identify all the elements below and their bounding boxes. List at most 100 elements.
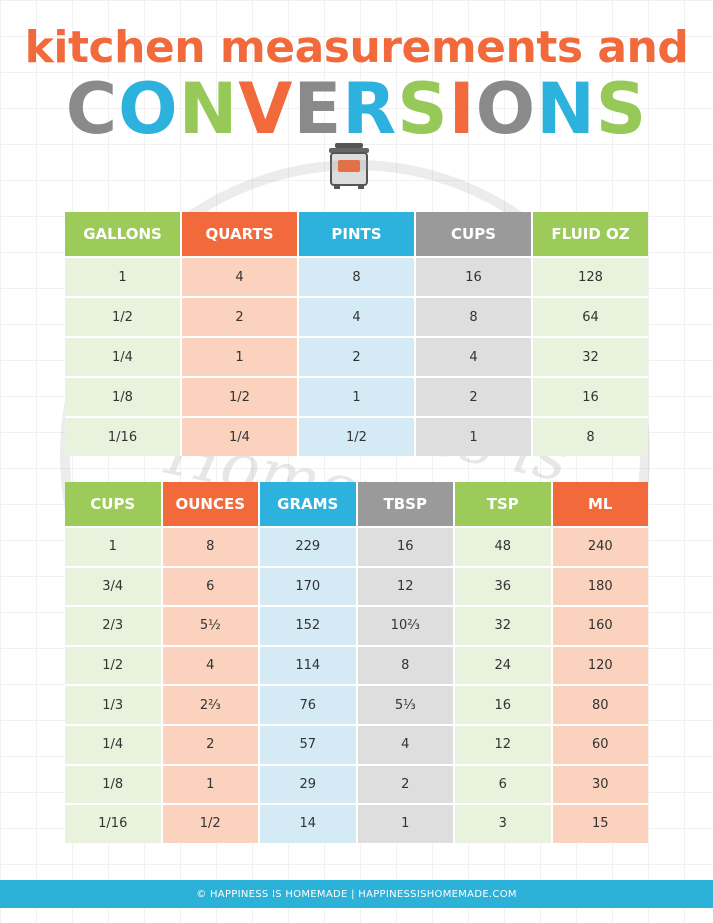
header-cell: FLUID OZ [533, 212, 648, 256]
table-cell: 3 [455, 805, 551, 843]
table-cell: 1/2 [299, 418, 414, 456]
header-cell: CUPS [65, 482, 161, 526]
table-cell: 4 [182, 258, 297, 296]
table-cell: 36 [455, 567, 551, 606]
subtitle-letter: S [397, 68, 449, 150]
table-cell: 8 [357, 646, 453, 685]
table: CUPS OUNCES GRAMS TBSP TSP ML 1 8 229 16 48 240 3/4 6… [65, 482, 648, 843]
table-cell: 32 [455, 607, 551, 645]
table-cell: 170 [260, 567, 356, 606]
table-cell: 15 [552, 805, 648, 843]
table-cell: 80 [552, 686, 648, 724]
table-cell: 16 [357, 528, 453, 566]
table-cell: 1/4 [65, 725, 161, 764]
table-cell: 6 [162, 567, 258, 606]
subtitle-letter: I [448, 68, 476, 150]
table-cell: 1 [162, 765, 258, 804]
table-cell: 5½ [162, 607, 258, 645]
header-cell: ML [552, 482, 648, 526]
table-cell: 16 [455, 686, 551, 724]
table-cell: 57 [260, 725, 356, 764]
table-cell: 1/3 [65, 686, 161, 724]
subtitle-letter: N [178, 68, 239, 150]
subtitle-letter: O [475, 68, 537, 150]
table-cell: 240 [552, 528, 648, 566]
table-cell: 8 [162, 528, 258, 566]
table-cell: 30 [552, 765, 648, 804]
table-cell: 1 [182, 338, 297, 376]
table-cell: 8 [299, 258, 414, 296]
table-cell: 60 [552, 725, 648, 764]
table-cell: 5⅓ [357, 686, 453, 724]
table-cell: 16 [416, 258, 531, 296]
table-cell: 64 [533, 298, 648, 336]
subtitle-letter: C [65, 68, 119, 150]
table-cell: 2 [299, 338, 414, 376]
cooker-icon [329, 143, 369, 189]
header-cell: TBSP [357, 482, 453, 526]
table-cell: 180 [552, 567, 648, 606]
table-cell: 14 [260, 805, 356, 843]
table-cell: 1 [416, 418, 531, 456]
table-cell: 32 [533, 338, 648, 376]
table-cell: 4 [299, 298, 414, 336]
subtitle-letter: S [595, 68, 648, 150]
table-cell: 8 [533, 418, 648, 456]
table-cell: 24 [455, 646, 551, 685]
table-cell: 1/2 [65, 298, 180, 336]
table-cell: 2⅔ [162, 686, 258, 724]
table-cell: 229 [260, 528, 356, 566]
table-cell: 16 [533, 378, 648, 416]
table-cell: 8 [416, 298, 531, 336]
table-cell: 1 [65, 528, 161, 566]
table-cell: 2 [416, 378, 531, 416]
table-cell: 10⅔ [357, 607, 453, 645]
table-cell: 128 [533, 258, 648, 296]
table-cell: 4 [162, 646, 258, 685]
footer: © HAPPINESS IS HOMEMADE | HAPPINESSISHOM… [0, 880, 713, 908]
table-cell: 4 [357, 725, 453, 764]
table-cell: 114 [260, 646, 356, 685]
header-cell: TSP [455, 482, 551, 526]
subtitle-letter: V [238, 68, 294, 150]
subtitle-letter: R [342, 68, 398, 150]
header-cell: QUARTS [182, 212, 297, 256]
subtitle: CONVERSIONS [0, 68, 713, 150]
header-cell: PINTS [299, 212, 414, 256]
subtitle-letter: E [293, 68, 343, 150]
table-cell: 1/2 [182, 378, 297, 416]
table-cell: 1/16 [65, 805, 161, 843]
header-cell: GALLONS [65, 212, 180, 256]
table-cell: 2 [357, 765, 453, 804]
table-cell: 29 [260, 765, 356, 804]
table-cell: 120 [552, 646, 648, 685]
table-cell: 48 [455, 528, 551, 566]
title: kitchen measurements and [24, 22, 689, 73]
table-cell: 1 [357, 805, 453, 843]
subtitle-letter: N [536, 68, 596, 150]
table-cell: 2 [182, 298, 297, 336]
table-cell: 1/4 [65, 338, 180, 376]
subtitle-letter: O [118, 68, 179, 150]
table-cell: 1/2 [65, 646, 161, 685]
table-cell: 76 [260, 686, 356, 724]
header-cell: GRAMS [260, 482, 356, 526]
table-cell: 4 [416, 338, 531, 376]
table-cell: 1/2 [162, 805, 258, 843]
table-cell: 1 [65, 258, 180, 296]
table-cell: 12 [357, 567, 453, 606]
table-cell: 6 [455, 765, 551, 804]
header-cell: CUPS [416, 212, 531, 256]
table: GALLONS QUARTS PINTS CUPS FLUID OZ 1 4 8 16 128 1/… [65, 212, 648, 456]
table-cell: 12 [455, 725, 551, 764]
table-cell: 3/4 [65, 567, 161, 606]
table-cell: 1 [299, 378, 414, 416]
table-cell: 1/8 [65, 765, 161, 804]
table-cell: 1/8 [65, 378, 180, 416]
table-cell: 2/3 [65, 607, 161, 645]
table-cell: 2 [162, 725, 258, 764]
table-cell: 1/16 [65, 418, 180, 456]
table-cell: 160 [552, 607, 648, 645]
table-cell: 152 [260, 607, 356, 645]
